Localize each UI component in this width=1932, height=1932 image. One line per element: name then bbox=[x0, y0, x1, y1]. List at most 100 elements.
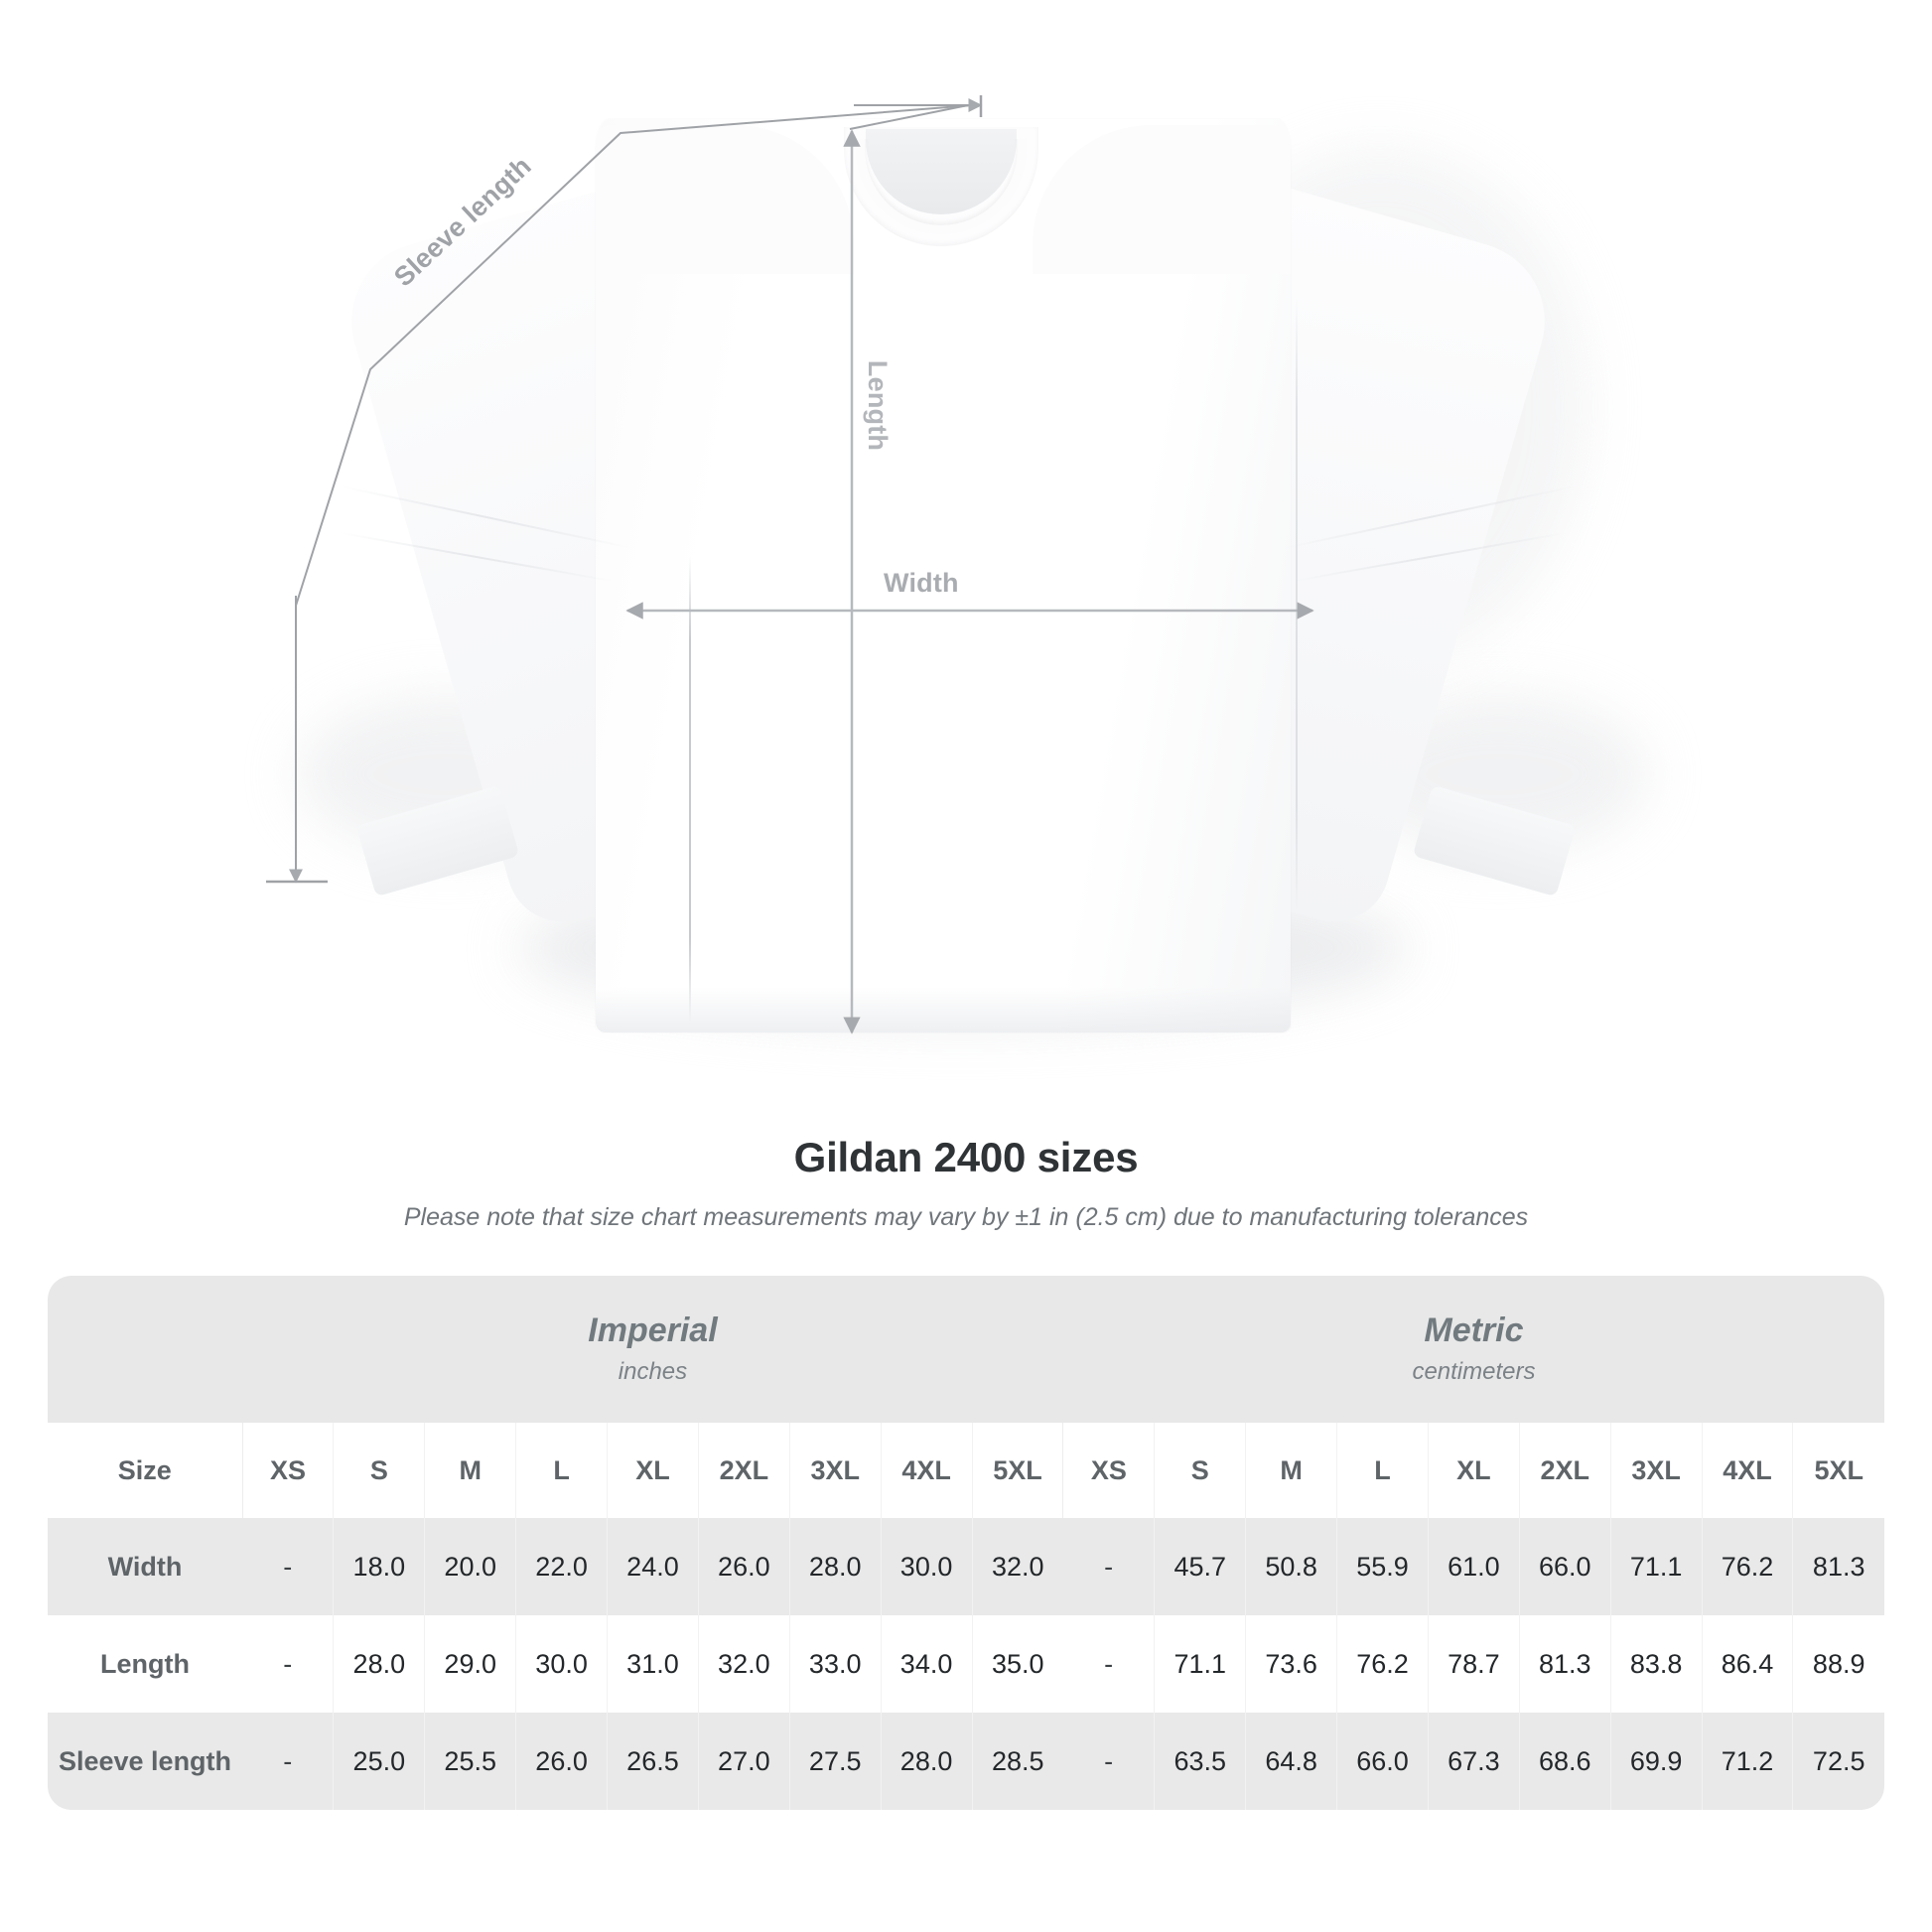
unit-banner-row: Imperial inches Metric centimeters bbox=[48, 1276, 1884, 1423]
cell-length-metric-s: 71.1 bbox=[1154, 1615, 1246, 1713]
cell-value: 45.7 bbox=[1173, 1551, 1227, 1582]
cell-width-metric-xs: - bbox=[1062, 1518, 1155, 1615]
unit-section-unit: inches bbox=[618, 1357, 688, 1385]
cell-length-metric-5xl: 88.9 bbox=[1792, 1615, 1884, 1713]
table-row: Sleeve length - 25.0 25.5 26.0 26.5 27.0 27.5 28… bbox=[48, 1713, 1884, 1810]
cell-width-metric-l: 55.9 bbox=[1336, 1518, 1429, 1615]
size-header-text: XS bbox=[1090, 1454, 1127, 1485]
size-header-text: 5XL bbox=[1814, 1454, 1863, 1485]
cell-value: 34.0 bbox=[899, 1648, 953, 1679]
cell-value: - bbox=[283, 1745, 293, 1776]
size-header-imperial-m[interactable]: M bbox=[424, 1423, 516, 1518]
page-title: Gildan 2400 sizes bbox=[793, 1134, 1139, 1180]
size-header-metric-l[interactable]: L bbox=[1336, 1423, 1429, 1518]
cell-length-metric-3xl: 83.8 bbox=[1609, 1615, 1703, 1713]
title-block: Gildan 2400 sizes Please note that size … bbox=[0, 1134, 1932, 1232]
cell-sleeve-length-imperial-3xl: 27.5 bbox=[788, 1713, 882, 1810]
size-header-imperial-5xl[interactable]: 5XL bbox=[971, 1423, 1063, 1518]
size-header-row: Size XS S M L XL 2XL 3XL 4XL 5XL XS S M L XL 2XL 3XL 4XL 5… bbox=[48, 1423, 1884, 1518]
cell-length-imperial-l: 30.0 bbox=[515, 1615, 608, 1713]
cell-value: 27.5 bbox=[808, 1745, 862, 1776]
cell-width-metric-5xl: 81.3 bbox=[1792, 1518, 1884, 1615]
cell-value: 69.9 bbox=[1629, 1745, 1683, 1776]
cell-width-imperial-2xl: 26.0 bbox=[697, 1518, 790, 1615]
cell-value: 31.0 bbox=[626, 1648, 679, 1679]
cell-value: - bbox=[283, 1551, 293, 1582]
size-header-imperial-xl[interactable]: XL bbox=[607, 1423, 699, 1518]
cell-sleeve-length-imperial-l: 26.0 bbox=[515, 1713, 608, 1810]
cell-sleeve-length-imperial-s: 25.0 bbox=[333, 1713, 425, 1810]
row-header-sleeve-length: Sleeve length bbox=[48, 1713, 243, 1810]
cell-value: 30.0 bbox=[535, 1648, 588, 1679]
size-header-metric-m[interactable]: M bbox=[1245, 1423, 1337, 1518]
cell-length-imperial-2xl: 32.0 bbox=[697, 1615, 790, 1713]
unit-section-header-metric: Metric centimeters bbox=[1062, 1276, 1884, 1423]
size-header-text: 5XL bbox=[993, 1454, 1042, 1485]
size-header-metric-3xl[interactable]: 3XL bbox=[1609, 1423, 1703, 1518]
size-header-text: 4XL bbox=[901, 1454, 951, 1485]
size-header-text: 2XL bbox=[719, 1454, 769, 1485]
fabric-fold bbox=[689, 556, 691, 1023]
cell-value: 71.2 bbox=[1721, 1745, 1774, 1776]
size-header-imperial-2xl[interactable]: 2XL bbox=[697, 1423, 790, 1518]
sleeve-leader-top bbox=[849, 104, 969, 130]
cell-length-imperial-4xl: 34.0 bbox=[880, 1615, 973, 1713]
size-header-imperial-xs[interactable]: XS bbox=[241, 1423, 334, 1518]
garment-diagram: Length Width Sleeve length bbox=[266, 95, 1648, 1035]
row-header-width: Width bbox=[48, 1518, 243, 1615]
table-row: Length - 28.0 29.0 30.0 31.0 32.0 33.0 34.0 35.0 -… bbox=[48, 1615, 1884, 1713]
cell-sleeve-length-metric-xl: 67.3 bbox=[1427, 1713, 1520, 1810]
row-label-text: Sleeve length bbox=[58, 1745, 232, 1776]
unit-section-header-imperial: Imperial inches bbox=[242, 1276, 1063, 1423]
cell-value: - bbox=[283, 1648, 293, 1679]
size-header-text: L bbox=[1374, 1454, 1391, 1485]
size-header-metric-xl[interactable]: XL bbox=[1427, 1423, 1520, 1518]
cell-sleeve-length-metric-2xl: 68.6 bbox=[1518, 1713, 1611, 1810]
cell-sleeve-length-metric-s: 63.5 bbox=[1154, 1713, 1246, 1810]
cell-length-imperial-3xl: 33.0 bbox=[788, 1615, 882, 1713]
cell-sleeve-length-imperial-5xl: 28.5 bbox=[971, 1713, 1063, 1810]
cell-sleeve-length-metric-l: 66.0 bbox=[1336, 1713, 1429, 1810]
size-header-metric-2xl[interactable]: 2XL bbox=[1518, 1423, 1611, 1518]
cell-width-imperial-5xl: 32.0 bbox=[971, 1518, 1063, 1615]
cell-sleeve-length-metric-3xl: 69.9 bbox=[1609, 1713, 1703, 1810]
size-header-imperial-3xl[interactable]: 3XL bbox=[788, 1423, 882, 1518]
cell-value: 28.0 bbox=[899, 1745, 953, 1776]
size-header-metric-xs[interactable]: XS bbox=[1062, 1423, 1155, 1518]
cell-value: 32.0 bbox=[991, 1551, 1044, 1582]
cell-value: 30.0 bbox=[899, 1551, 953, 1582]
width-label: Width bbox=[884, 568, 959, 598]
size-header-imperial-l[interactable]: L bbox=[515, 1423, 608, 1518]
cell-sleeve-length-imperial-4xl: 28.0 bbox=[880, 1713, 973, 1810]
cell-value: 66.0 bbox=[1538, 1551, 1591, 1582]
cell-value: 26.0 bbox=[718, 1551, 770, 1582]
unit-row-spacer bbox=[48, 1276, 243, 1423]
cell-value: 71.1 bbox=[1629, 1551, 1683, 1582]
cell-width-imperial-m: 20.0 bbox=[424, 1518, 516, 1615]
size-header-metric-4xl[interactable]: 4XL bbox=[1701, 1423, 1793, 1518]
table-row: Width - 18.0 20.0 22.0 24.0 26.0 28.0 30.0 32.0 - 4… bbox=[48, 1518, 1884, 1615]
cell-value: 20.0 bbox=[444, 1551, 496, 1582]
cell-value: 64.8 bbox=[1265, 1745, 1317, 1776]
size-header-metric-s[interactable]: S bbox=[1154, 1423, 1246, 1518]
size-header-imperial-s[interactable]: S bbox=[333, 1423, 425, 1518]
cell-value: 78.7 bbox=[1448, 1648, 1500, 1679]
size-header-text: 3XL bbox=[1631, 1454, 1681, 1485]
size-header-metric-5xl[interactable]: 5XL bbox=[1792, 1423, 1884, 1518]
cell-value: 28.0 bbox=[808, 1551, 862, 1582]
cell-length-metric-m: 73.6 bbox=[1245, 1615, 1337, 1713]
cell-value: 26.5 bbox=[626, 1745, 679, 1776]
cell-width-imperial-l: 22.0 bbox=[515, 1518, 608, 1615]
size-chart-table: Imperial inches Metric centimeters Size XS S M L… bbox=[48, 1276, 1884, 1810]
cell-width-imperial-s: 18.0 bbox=[333, 1518, 425, 1615]
cell-width-metric-xl: 61.0 bbox=[1427, 1518, 1520, 1615]
size-header-text: XL bbox=[1456, 1454, 1491, 1485]
size-header-imperial-4xl[interactable]: 4XL bbox=[880, 1423, 973, 1518]
cell-width-imperial-xs: - bbox=[242, 1518, 334, 1615]
cell-value: 27.0 bbox=[718, 1745, 770, 1776]
unit-section-unit: centimeters bbox=[1412, 1357, 1536, 1385]
cell-value: - bbox=[1104, 1648, 1114, 1679]
cell-value: 67.3 bbox=[1448, 1745, 1500, 1776]
cell-value: 28.0 bbox=[352, 1648, 406, 1679]
size-header-text: L bbox=[553, 1454, 570, 1485]
